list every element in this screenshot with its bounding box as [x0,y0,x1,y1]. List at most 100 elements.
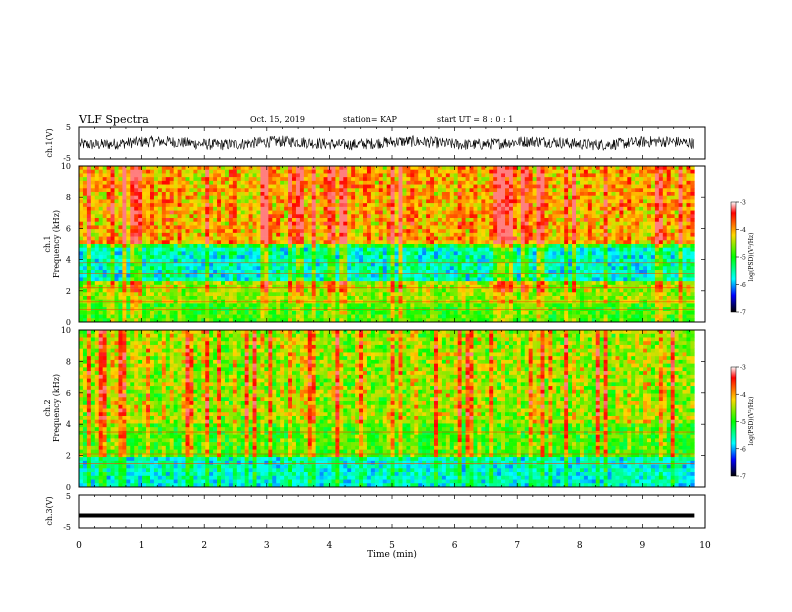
spectrogram-cell [106,262,111,267]
spectrogram-cell [674,203,679,208]
spectrogram-cell [228,244,234,249]
spectrogram-cell [647,180,652,185]
spectrogram-cell [295,180,301,185]
spectrogram-cell [98,258,103,263]
spectrogram-cell [512,270,518,275]
spectrogram-cell [623,262,628,267]
spectrogram-cell [631,251,636,256]
spectrogram-cell [481,232,486,237]
spectrogram-cell [331,203,336,208]
spectrogram-cell [434,206,439,211]
spectrogram-cell [603,206,608,211]
spectrogram-cell [307,277,313,282]
spectrogram-cell [453,188,458,193]
spectrogram-cell [260,270,265,275]
spectrogram-cell [441,169,447,174]
spectrogram-cell [240,273,245,278]
spectrogram-cell [86,206,92,211]
spectrogram-cell [217,225,222,230]
spectrogram-cell [114,281,119,286]
spectrogram-cell [445,169,451,174]
spectrogram-cell [520,270,526,275]
spectrogram-cell [268,188,273,193]
spectrogram-cell [631,240,636,245]
spectrogram-cell [402,236,407,241]
spectrogram-cell [540,177,545,182]
spectrogram-cell [437,218,443,223]
spectrogram-cell [130,195,135,200]
spectrogram-cell [331,184,336,189]
spectrogram-cell [114,236,119,241]
spectrogram-cell [161,240,167,245]
spectrogram-cell [532,188,537,193]
spectrogram-cell [647,195,652,200]
spectrogram-cell [209,236,214,241]
spectrogram-cell [142,184,147,189]
spectrogram-cell [560,244,565,249]
spectrogram-cell [248,229,253,234]
spectrogram-cell [548,244,553,249]
spectrogram-cell [347,270,352,275]
spectrogram-cell [607,188,612,193]
spectrogram-cell [205,188,210,193]
spectrogram-cell [587,203,593,208]
spectrogram-cell [481,210,486,215]
spectrogram-cell [205,277,210,282]
spectrogram-cell [647,177,652,182]
spectrogram-cell [422,188,427,193]
spectrogram-cell [209,281,214,286]
spectrogram-cell [90,251,96,256]
spectrogram-cell [426,195,431,200]
spectrogram-cell [682,255,687,260]
spectrogram-cell [122,214,127,219]
spectrogram-cell [240,240,245,245]
spectrogram-cell [378,177,384,182]
spectrogram-cell [540,180,545,185]
spectrogram-cell [457,199,462,204]
spectrogram-cell [146,277,151,282]
spectrogram-cell [323,247,328,252]
spectrogram-cell [106,218,111,223]
spectrogram-cell [603,169,608,174]
spectrogram-cell [248,210,253,215]
spectrogram-cell [441,218,447,223]
spectrogram-cell [185,173,190,178]
spectrogram-cell [382,229,387,234]
spectrogram-cell [343,244,348,249]
spectrogram-cell [221,221,226,226]
spectrogram-cell [130,199,135,204]
spectrogram-cell [643,229,648,234]
spectrogram-cell [398,262,403,267]
spectrogram-cell [595,244,600,249]
spectrogram-cell [331,210,336,215]
spectrogram-cell [548,206,553,211]
spectrogram-cell [134,188,139,193]
spectrogram-cell [552,255,557,260]
spectrogram-cell [138,195,143,200]
spectrogram-cell [615,251,620,256]
spectrogram-cell [118,232,123,237]
spectrogram-cell [516,180,522,185]
spectrogram-cell [631,214,636,219]
spectrogram-cell [670,206,675,211]
spectrogram-cell [295,210,301,215]
spectrogram-cell [382,232,387,237]
spectrogram-cell [643,251,648,256]
spectrogram-cell [607,229,612,234]
spectrogram-cell [244,266,249,271]
spectrogram-cell [284,180,289,185]
spectrogram-cell [122,192,127,197]
spectrogram-cell [607,255,612,260]
spectrogram-cell [264,229,269,234]
spectrogram-cell [94,214,100,219]
spectrogram-cell [493,240,498,245]
spectrogram-cell [355,225,360,230]
spectrogram-cell [540,188,545,193]
spectrogram-cell [272,262,277,267]
spectrogram-cell [434,255,439,260]
spectrogram-cell [276,273,281,278]
spectrogram-cell [256,247,261,252]
spectrogram-cell [564,166,569,171]
spectrogram-cell [662,240,668,245]
spectrogram-cell [552,203,557,208]
